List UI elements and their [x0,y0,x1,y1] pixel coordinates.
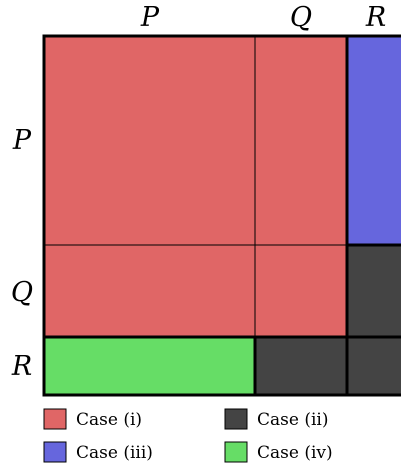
row-label-r: R [11,351,32,382]
row-label-p: P [12,125,32,156]
region-rq [254,336,348,396]
legend-label-case-iii: Case (iii) [76,443,153,463]
region-rp [43,336,256,396]
region-rr [346,336,401,396]
region-qq [254,244,348,338]
case-iv-border [42,335,257,397]
legend-label-case-ii: Case (ii) [257,410,328,430]
region-qp [43,244,256,338]
case-borders [42,34,401,397]
column-label-q: Q [290,2,312,33]
legend: Case (i) Case (ii) Case (iii) Case (iv) [43,408,333,463]
grid-regions [43,35,401,396]
column-label-p: P [140,2,160,33]
region-pp [43,35,256,246]
row-label-q: Q [11,277,33,308]
legend-swatch-case-ii [224,408,248,430]
region-qr [346,244,401,338]
region-pr [346,35,401,246]
legend-label-case-iv: Case (iv) [257,443,333,463]
column-label-r: R [365,2,386,33]
legend-label-case-i: Case (i) [76,410,142,430]
legend-swatch-case-iii [43,441,67,463]
region-pq [254,35,348,246]
legend-swatch-case-i [43,408,67,430]
legend-swatch-case-iv [224,441,248,463]
